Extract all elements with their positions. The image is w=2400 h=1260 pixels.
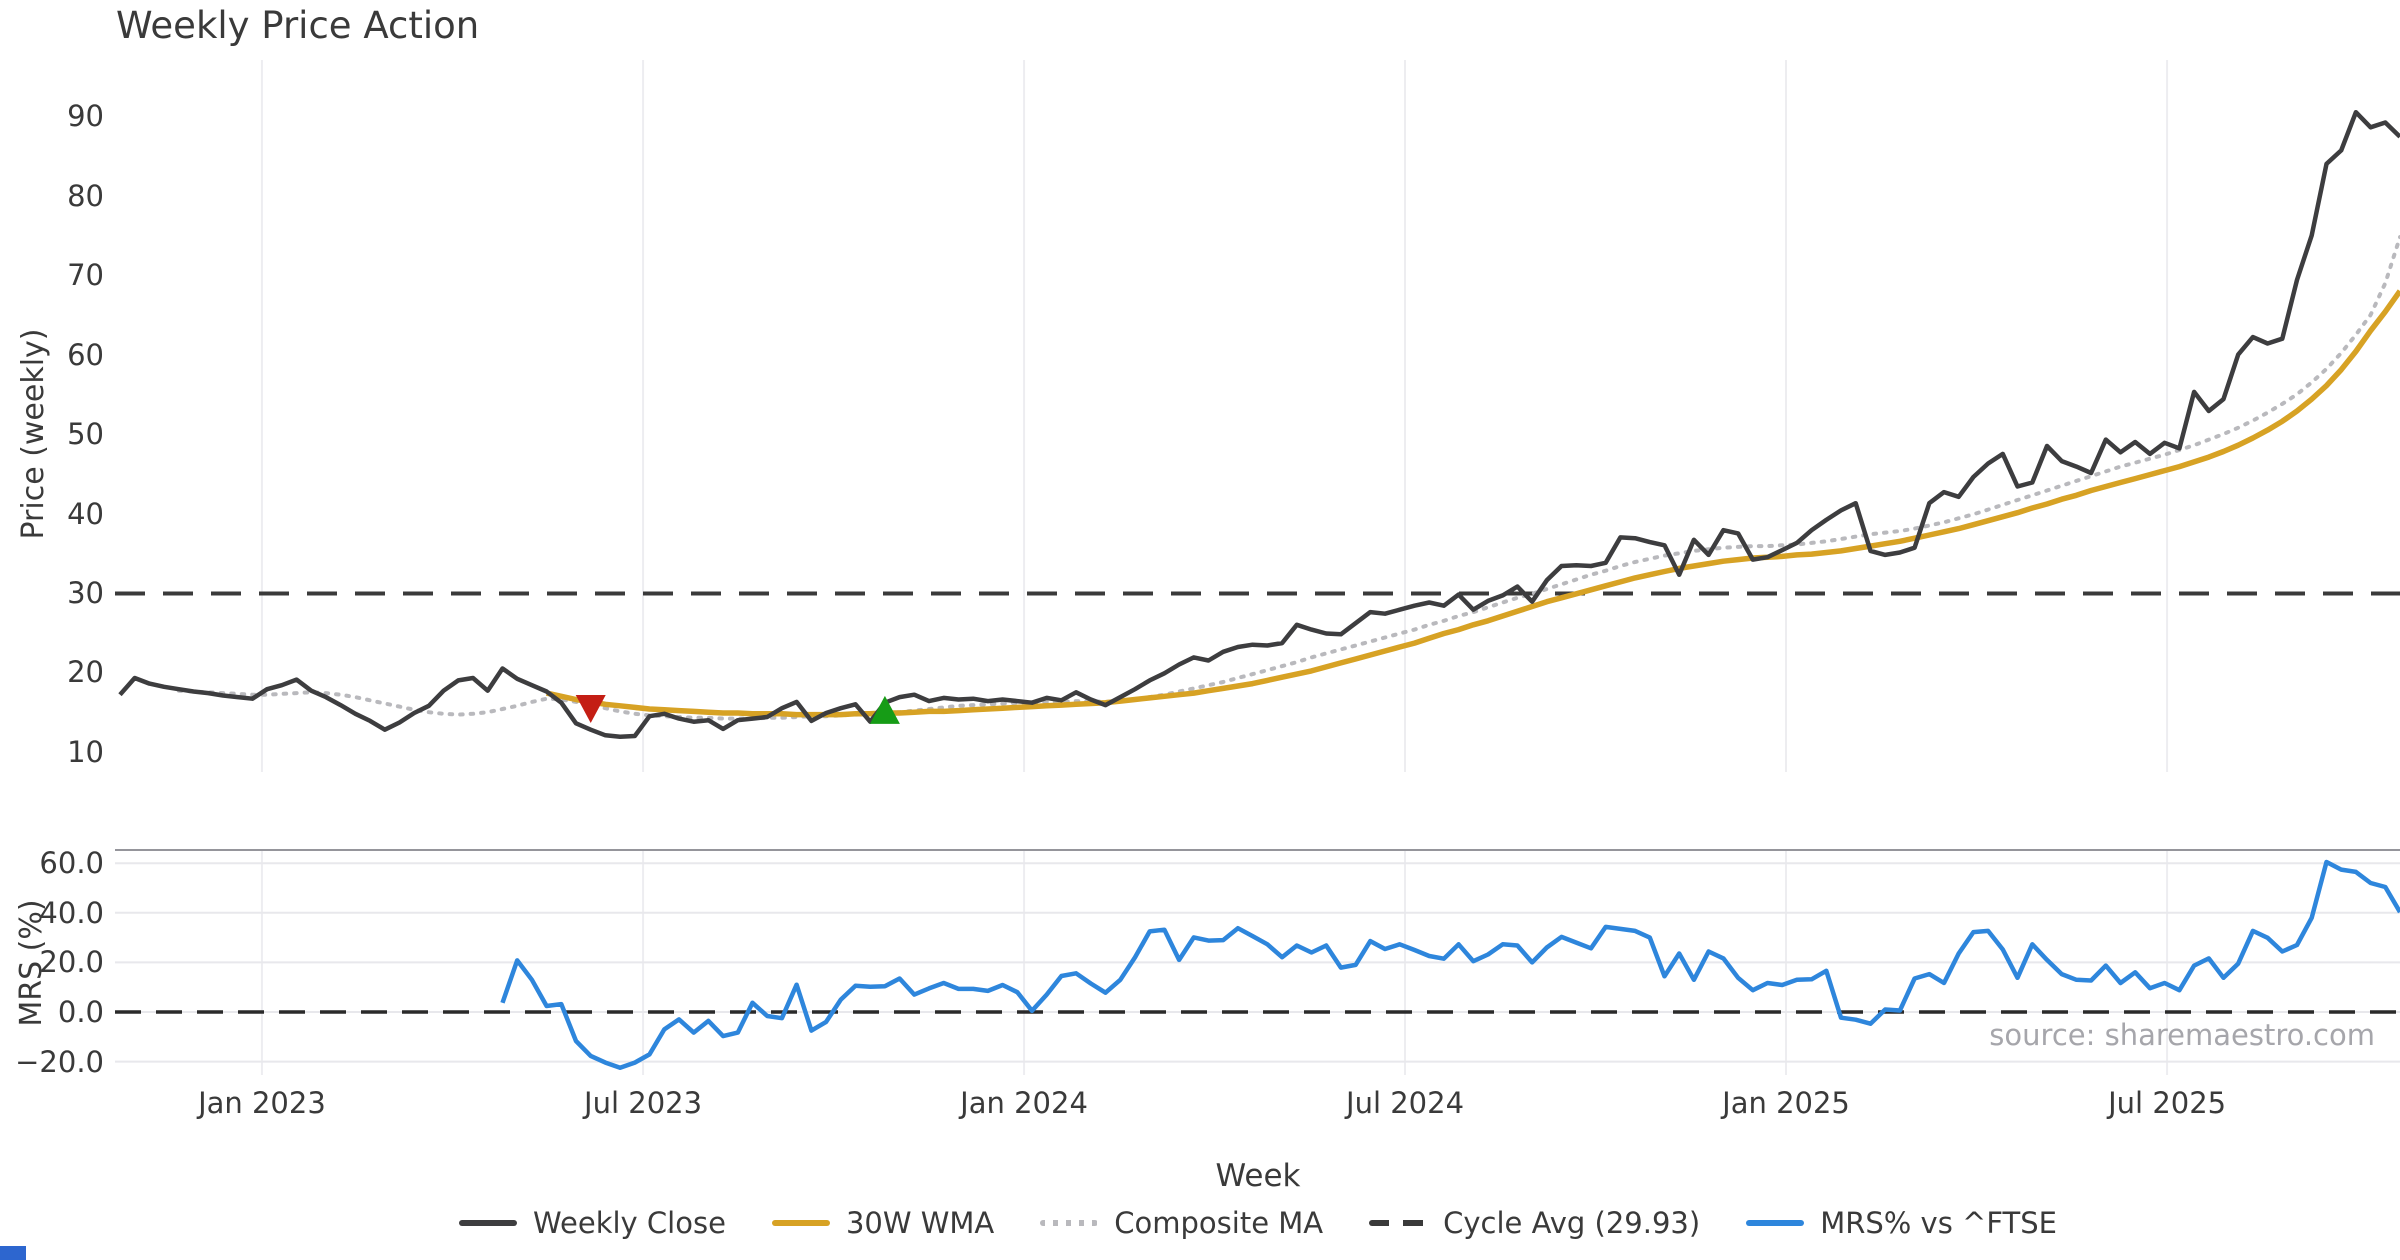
legend-line-swatch bbox=[1040, 1220, 1099, 1226]
price-ytick-50: 50 bbox=[67, 417, 104, 452]
legend-line-swatch bbox=[1746, 1220, 1805, 1226]
mrs-ytick--20: −20.0 bbox=[15, 1044, 104, 1079]
sell-signal-marker bbox=[575, 695, 606, 724]
price-ytick-10: 10 bbox=[67, 734, 104, 769]
legend: Weekly Close 30W WMA Composite MA Cycle Avg… bbox=[116, 1206, 2400, 1240]
price-ytick-70: 70 bbox=[67, 258, 104, 293]
legend-item-weekly-close: Weekly Close bbox=[459, 1206, 726, 1240]
mrs-ytick-60: 60.0 bbox=[39, 846, 104, 881]
price-ytick-30: 30 bbox=[67, 576, 104, 610]
legend-item-cycle-avg-29-93-: Cycle Avg (29.93) bbox=[1369, 1206, 1700, 1240]
legend-label: 30W WMA bbox=[845, 1206, 995, 1240]
mrs-ytick-40: 40.0 bbox=[39, 895, 104, 930]
legend-label: Cycle Avg (29.93) bbox=[1443, 1206, 1701, 1240]
wma-line bbox=[546, 289, 2400, 718]
legend-line-swatch bbox=[1369, 1220, 1428, 1226]
price-ytick-60: 60 bbox=[67, 337, 104, 372]
legend-label: MRS% vs ^FTSE bbox=[1820, 1206, 2057, 1240]
legend-label: Composite MA bbox=[1114, 1206, 1324, 1240]
legend-item-30w-wma: 30W WMA bbox=[771, 1206, 995, 1240]
mrs-ytick-20: 20.0 bbox=[39, 945, 104, 980]
price-ytick-80: 80 bbox=[67, 178, 104, 213]
cropped-ui-fragment bbox=[0, 1246, 26, 1260]
weekly-close-line bbox=[118, 109, 2400, 740]
x-axis-label: Week bbox=[1215, 1158, 1301, 1194]
buy-signal-marker bbox=[869, 695, 900, 724]
mrs-line bbox=[500, 859, 2400, 1071]
legend-item-mrs-vs-ftse: MRS% vs ^FTSE bbox=[1746, 1206, 2057, 1240]
legend-item-composite-ma: Composite MA bbox=[1040, 1206, 1323, 1240]
x-tick: Jan 2025 bbox=[1722, 1086, 1850, 1120]
legend-label: Weekly Close bbox=[533, 1206, 726, 1240]
price-ytick-40: 40 bbox=[67, 496, 104, 531]
source-credit: source: sharemaestro.com bbox=[1989, 1018, 2375, 1052]
legend-line-swatch bbox=[771, 1220, 830, 1226]
x-tick: Jul 2023 bbox=[584, 1086, 703, 1120]
x-tick: Jul 2024 bbox=[1346, 1086, 1465, 1120]
mrs-ytick-0: 0.0 bbox=[57, 995, 104, 1029]
chart-title: Weekly Price Action bbox=[116, 4, 480, 47]
x-tick: Jan 2023 bbox=[198, 1086, 326, 1120]
price-ytick-20: 20 bbox=[67, 655, 104, 690]
x-tick: Jul 2025 bbox=[2108, 1086, 2227, 1120]
composite-ma-line bbox=[176, 235, 2400, 721]
legend-line-swatch bbox=[459, 1220, 518, 1226]
price-ytick-90: 90 bbox=[67, 99, 104, 134]
x-tick: Jan 2024 bbox=[960, 1086, 1088, 1120]
